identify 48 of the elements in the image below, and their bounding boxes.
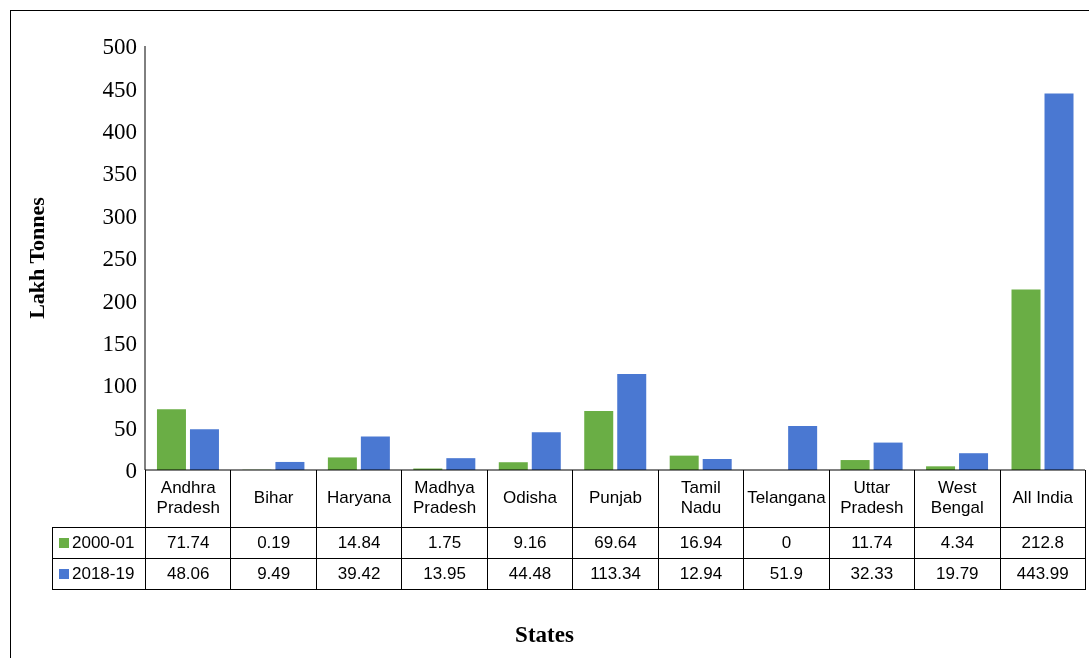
data-label: 1.75 [401, 527, 488, 558]
data-label: 4.34 [914, 527, 1001, 558]
legend-label: 2018-19 [52, 558, 146, 589]
x-tick-label: Madhya Pradesh [401, 470, 488, 527]
x-tick-label: Punjab [572, 470, 659, 527]
y-tick-label: 250 [102, 246, 137, 272]
data-label: 9.49 [230, 558, 317, 589]
x-tick-label: Telangana [743, 470, 830, 527]
data-label: 9.16 [487, 527, 573, 558]
data-label: 13.95 [401, 558, 488, 589]
data-label: 443.99 [1000, 558, 1086, 589]
x-tick-label: Odisha [487, 470, 573, 527]
data-label: 14.84 [316, 527, 402, 558]
data-label: 32.33 [829, 558, 915, 589]
y-tick-label: 100 [102, 373, 137, 399]
y-tick-label: 50 [114, 415, 137, 441]
data-label: 48.06 [145, 558, 231, 589]
legend-label: 2000-01 [52, 527, 146, 558]
x-tick-label: Haryana [316, 470, 402, 527]
y-tick-label: 200 [102, 288, 137, 314]
x-tick-label: Andhra Pradesh [145, 470, 231, 527]
data-label: 16.94 [658, 527, 744, 558]
x-tick-label: Bihar [230, 470, 317, 527]
data-label: 12.94 [658, 558, 744, 589]
x-tick-label: Tamil Nadu [658, 470, 744, 527]
data-label: 113.34 [572, 558, 659, 589]
x-tick-label: West Bengal [914, 470, 1001, 527]
data-label: 69.64 [572, 527, 659, 558]
data-label: 71.74 [145, 527, 231, 558]
data-label: 44.48 [487, 558, 573, 589]
data-label: 19.79 [914, 558, 1001, 589]
data-label: 39.42 [316, 558, 402, 589]
y-tick-label: 450 [102, 76, 137, 102]
x-tick-label: All India [1000, 470, 1086, 527]
data-label: 11.74 [829, 527, 915, 558]
y-tick-label: 0 [125, 458, 137, 484]
y-tick-label: 300 [102, 203, 137, 229]
y-tick-label: 150 [102, 330, 137, 356]
y-tick-label: 400 [102, 118, 137, 144]
x-tick-label: Uttar Pradesh [829, 470, 915, 527]
data-label: 212.8 [1000, 527, 1086, 558]
data-label: 0.19 [230, 527, 317, 558]
y-tick-label: 350 [102, 161, 137, 187]
data-label: 0 [743, 527, 830, 558]
y-tick-label: 500 [102, 34, 137, 60]
data-label: 51.9 [743, 558, 830, 589]
x-axis-title: States [514, 622, 575, 648]
y-axis-title: Lakh Tonnes [23, 196, 49, 319]
